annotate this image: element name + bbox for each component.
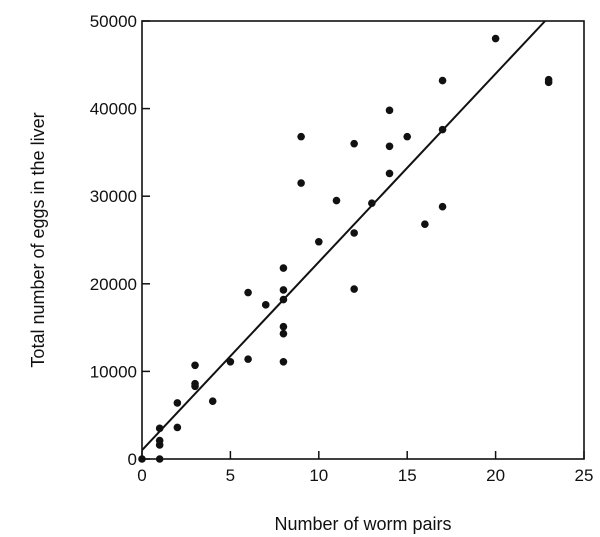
y-axis-title: Total number of eggs in the liver [28, 112, 48, 367]
x-axis-title: Number of worm pairs [274, 514, 451, 534]
data-point [385, 106, 394, 115]
data-point [385, 169, 394, 178]
x-tick-label: 20 [486, 466, 505, 485]
data-point [155, 455, 164, 463]
data-point [279, 286, 288, 294]
data-point [208, 397, 217, 405]
data-point [350, 285, 358, 293]
data-point [279, 295, 288, 304]
data-point [297, 132, 305, 141]
data-point [491, 34, 500, 43]
data-point [244, 355, 252, 363]
data-points [138, 34, 553, 463]
y-tick-label: 50000 [90, 12, 137, 31]
data-point [226, 357, 235, 366]
data-point [438, 202, 447, 211]
data-point [191, 379, 199, 388]
x-tick-label: 25 [575, 466, 594, 485]
data-point [279, 264, 288, 272]
data-point [173, 423, 182, 432]
data-point [421, 220, 429, 229]
data-point [138, 455, 146, 463]
y-tick-label: 20000 [90, 275, 137, 294]
y-tick-label: 40000 [90, 100, 137, 119]
y-tick-label: 0 [128, 450, 137, 469]
data-point [332, 196, 341, 205]
x-tick-label: 0 [137, 466, 146, 485]
data-point [403, 132, 412, 141]
y-tick-label: 30000 [90, 187, 137, 206]
data-point [438, 76, 447, 85]
x-tick-labels: 0 5 10 15 20 25 [137, 466, 593, 485]
data-point [350, 139, 358, 148]
y-tick-labels: 0 10000 20000 30000 40000 50000 [90, 12, 137, 469]
data-point [544, 75, 553, 84]
data-point [297, 179, 305, 187]
y-tick-label: 10000 [90, 362, 137, 381]
data-point [385, 142, 394, 151]
data-point [279, 322, 288, 331]
x-tick-label: 5 [226, 466, 235, 485]
data-point [261, 301, 270, 309]
data-point [173, 399, 182, 407]
axis-ticks [141, 20, 585, 460]
data-point [350, 229, 358, 237]
plot-frame [141, 20, 585, 460]
data-point [368, 199, 376, 208]
data-point [155, 436, 164, 445]
data-point [438, 125, 447, 134]
data-point [244, 288, 252, 297]
x-tick-label: 10 [309, 466, 328, 485]
data-point [279, 357, 288, 366]
data-point [279, 329, 288, 338]
data-point [155, 424, 164, 433]
regression-line-group [141, 20, 546, 451]
x-tick-label: 15 [398, 466, 417, 485]
data-point [191, 361, 199, 370]
data-point [315, 237, 323, 246]
regression-line [141, 20, 546, 451]
